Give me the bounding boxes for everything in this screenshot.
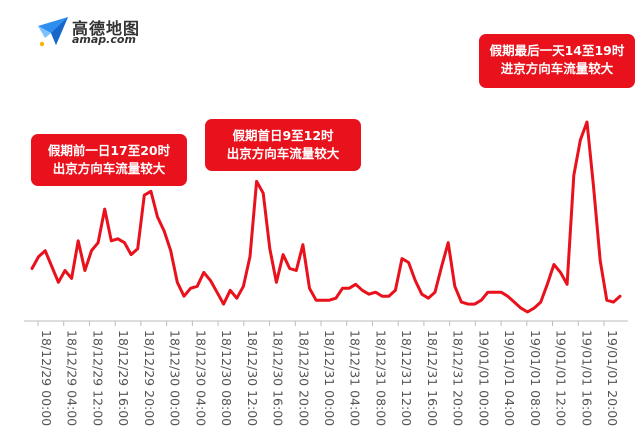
x-tick-label: 18/12/31 20:00 <box>451 330 466 426</box>
x-tick-label: 18/12/30 00:00 <box>168 330 183 426</box>
x-tick-label: 19/01/01 00:00 <box>476 330 491 426</box>
x-tick-label: 18/12/31 12:00 <box>399 330 414 426</box>
x-tick-label: 18/12/29 00:00 <box>39 330 54 426</box>
annotation-last-day: 假期最后一天14至19时 进京方向车流量较大 <box>479 34 635 88</box>
annotation-pre-holiday: 假期前一日17至20时 出京方向车流量较大 <box>31 134 187 186</box>
series-group <box>30 120 622 314</box>
x-tick-label: 18/12/29 12:00 <box>90 330 105 426</box>
series-line <box>30 120 622 314</box>
x-axis-tick-labels: 18/12/29 00:00 18/12/29 04:00 18/12/29 12:… <box>39 330 620 426</box>
x-tick-label: 18/12/31 04:00 <box>348 330 363 426</box>
annotation-line: 假期前一日17至20时 <box>47 143 171 158</box>
x-tick-label: 19/01/01 20:00 <box>605 330 620 426</box>
amap-logo: 高德地图 amap.com <box>36 14 146 50</box>
x-tick-label: 19/01/01 16:00 <box>579 330 594 426</box>
annotation-line: 假期首日9至12时 <box>232 128 334 143</box>
logo-name-en: amap.com <box>72 33 136 46</box>
x-tick-label: 18/12/29 20:00 <box>142 330 157 426</box>
x-tick-label: 18/12/31 08:00 <box>373 330 388 426</box>
annotation-line: 进京方向车流量较大 <box>500 61 614 76</box>
annotation-line: 出京方向车流量较大 <box>52 161 166 176</box>
x-tick-label: 18/12/30 20:00 <box>296 330 311 426</box>
x-tick-label: 18/12/31 00:00 <box>322 330 337 426</box>
x-tick-label: 18/12/31 16:00 <box>425 330 440 426</box>
annotation-line: 出京方向车流量较大 <box>226 146 340 161</box>
annotation-first-day: 假期首日9至12时 出京方向车流量较大 <box>205 119 361 171</box>
x-tick-label: 19/01/01 12:00 <box>554 330 569 426</box>
x-tick-label: 18/12/30 04:00 <box>193 330 208 426</box>
annotation-line: 假期最后一天14至19时 <box>489 43 625 58</box>
x-axis-ticks <box>37 321 605 326</box>
x-tick-label: 19/01/01 08:00 <box>528 330 543 426</box>
paper-plane-icon <box>38 17 68 47</box>
x-tick-label: 18/12/30 12:00 <box>245 330 260 426</box>
x-tick-label: 18/12/30 08:00 <box>219 330 234 426</box>
x-tick-label: 19/01/01 04:00 <box>502 330 517 426</box>
logo-name-cn: 高德地图 <box>72 19 141 38</box>
x-tick-label: 18/12/29 04:00 <box>65 330 80 426</box>
x-tick-label: 18/12/30 16:00 <box>271 330 286 426</box>
x-tick-label: 18/12/29 16:00 <box>116 330 131 426</box>
